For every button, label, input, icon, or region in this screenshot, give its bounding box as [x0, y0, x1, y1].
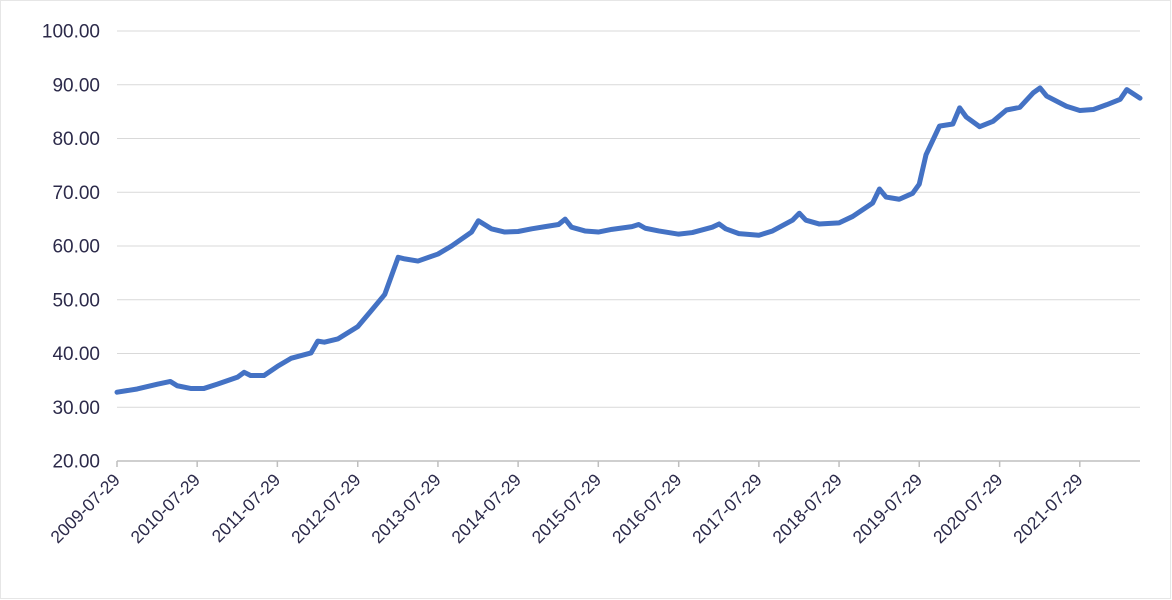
- x-tick-label: 2010-07-29: [127, 470, 204, 547]
- x-axis: [116, 460, 1140, 467]
- x-tick-label: 2015-07-29: [528, 470, 605, 547]
- y-tick-label: 50.00: [52, 290, 100, 311]
- x-tick-label: 2017-07-29: [688, 470, 765, 547]
- y-tick-label: 30.00: [52, 398, 100, 419]
- series-line: [114, 85, 1143, 395]
- y-tick-label: 60.00: [52, 237, 100, 258]
- y-tick-label: 80.00: [52, 129, 100, 150]
- x-tick-label: 2020-07-29: [929, 470, 1006, 547]
- x-tick-label: 2011-07-29: [208, 470, 285, 547]
- x-tick-label: 2013-07-29: [367, 470, 444, 547]
- x-tick-label: 2014-07-29: [447, 470, 524, 547]
- y-tick-label: 20.00: [52, 452, 100, 473]
- x-tick-label: 2012-07-29: [287, 470, 364, 547]
- x-tick-label: 2016-07-29: [608, 470, 685, 547]
- x-tick-label: 2019-07-29: [849, 470, 926, 547]
- y-tick-label: 40.00: [52, 344, 100, 365]
- x-tick-label: 2021-07-29: [1009, 470, 1086, 547]
- x-tick-label: 2009-07-29: [46, 470, 123, 547]
- y-axis-tick-labels: 20.00 30.00 40.00 50.00 60.00 70.00 80.00 90.00…: [42, 22, 100, 473]
- x-axis-tick-labels: 2009-07-29 2010-07-29 2011-07-29 2012-07-29…: [46, 470, 1086, 547]
- y-tick-label: 90.00: [52, 75, 100, 96]
- x-tick-label: 2018-07-29: [768, 470, 845, 547]
- series-layer: [114, 85, 1143, 395]
- y-tick-label: 100.00: [42, 22, 100, 43]
- grid-lines: [117, 30, 1140, 408]
- y-tick-label: 70.00: [52, 183, 100, 204]
